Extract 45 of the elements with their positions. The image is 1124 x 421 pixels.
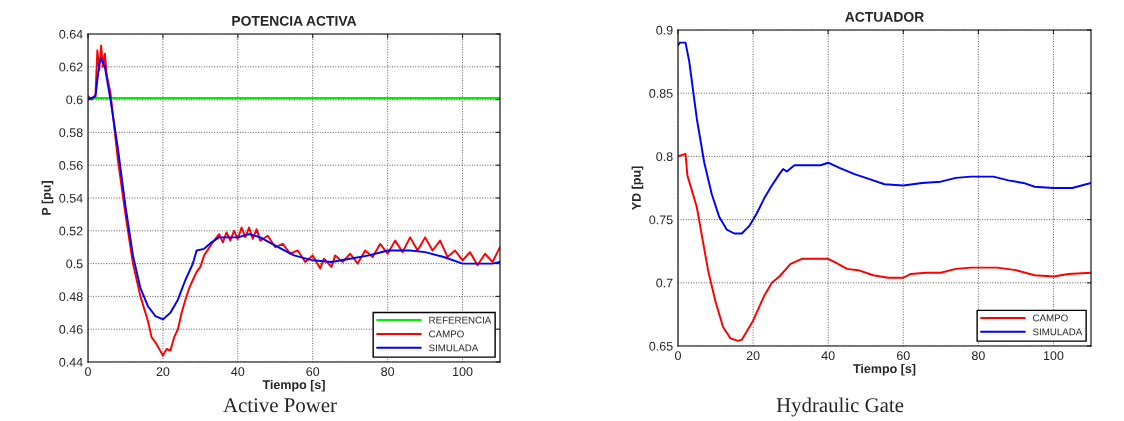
x-tick-label: 20 (746, 351, 760, 361)
y-tick-label: 0.7 (656, 278, 673, 288)
y-tick-label: 0.56 (59, 161, 83, 170)
y-tick-label: 0.8 (656, 152, 673, 162)
y-tick-label: 0.9 (656, 25, 673, 35)
x-tick-label: 60 (306, 367, 320, 377)
y-tick-label: 0.52 (59, 226, 83, 236)
legend-label: SIMULADA (429, 344, 479, 352)
y-tick-label: 0.58 (59, 128, 83, 138)
x-axis-title: Tiempo [s] (853, 363, 916, 376)
x-axis-title: Tiempo [s] (262, 379, 325, 392)
y-tick-label: 0.6 (66, 95, 83, 105)
x-tick-label: 100 (1043, 351, 1064, 361)
x-tick-label: 0 (85, 367, 91, 377)
y-axis-title: P [pu] (41, 181, 54, 215)
y-tick-label: 0.75 (649, 215, 673, 225)
text: Hydraulic Gate (776, 397, 904, 417)
line-series (678, 41, 1091, 235)
y-tick-label: 0.85 (649, 89, 673, 98)
line-series (678, 152, 1091, 342)
y-tick-label: 0.64 (59, 29, 83, 39)
legend-label: CAMPO (1033, 314, 1068, 322)
chart-title: POTENCIA ACTIVA (232, 15, 357, 26)
legend-label: CAMPO (429, 330, 464, 338)
x-tick-label: 40 (821, 351, 835, 361)
legend-label: REFERENCIA (429, 316, 492, 324)
y-tick-label: 0.65 (649, 341, 673, 351)
x-tick-label: 60 (896, 351, 910, 361)
x-tick-label: 100 (453, 367, 473, 377)
y-axis-title: YD [pu] (631, 166, 644, 210)
y-tick-label: 0.46 (59, 325, 83, 334)
x-tick-label: 20 (156, 367, 170, 377)
x-tick-label: 80 (971, 351, 985, 361)
x-tick-label: 40 (231, 367, 245, 377)
line-series (88, 44, 500, 357)
y-tick-label: 0.44 (59, 357, 83, 367)
x-tick-label: 80 (381, 367, 395, 377)
y-tick-label: 0.62 (59, 62, 83, 72)
text: Active Power (223, 398, 337, 413)
y-tick-label: 0.5 (66, 259, 83, 269)
chart-title: ACTUADOR (845, 11, 924, 22)
legend-label: SIMULADA (1032, 328, 1083, 336)
y-tick-label: 0.48 (59, 292, 83, 302)
y-tick-label: 0.54 (59, 193, 83, 203)
x-tick-label: 0 (675, 351, 681, 361)
